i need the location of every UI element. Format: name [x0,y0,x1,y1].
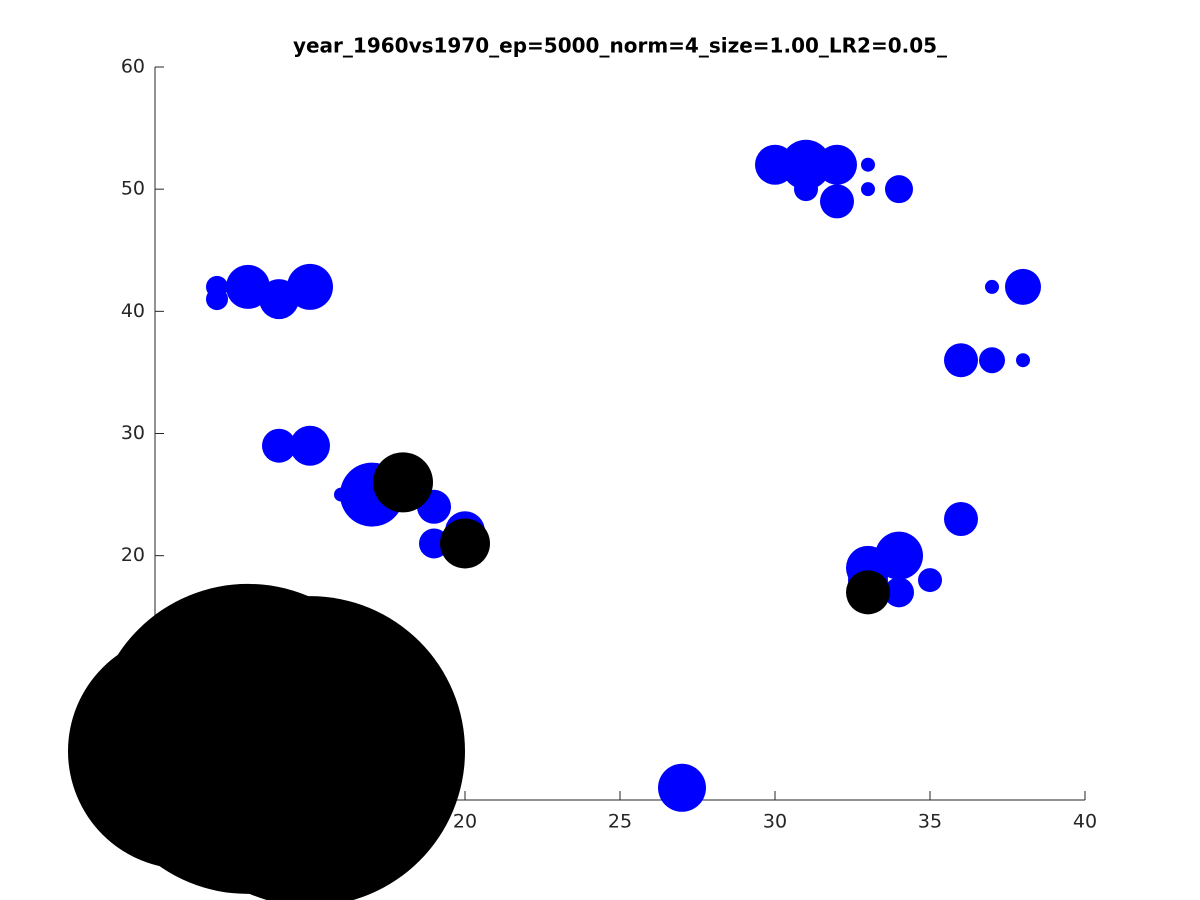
bubble [226,264,270,309]
bubble [875,531,923,580]
bubble [334,487,348,502]
y-tick-label: 40 [121,300,145,322]
bubble [861,182,875,197]
bubble [794,177,818,202]
y-tick-label: 20 [121,544,145,566]
bubble [781,139,831,190]
bubble [68,633,304,870]
bubble [820,184,854,219]
bubble [262,428,296,463]
y-tick-label: 30 [121,422,145,444]
bubble [817,144,857,185]
bubble [658,763,706,812]
bubble [885,175,913,204]
bubble [846,570,890,615]
bubble [985,279,999,294]
x-tick-label: 20 [453,811,477,833]
bubble [979,347,1005,374]
y-tick-label: 60 [121,56,145,78]
chart-title: year_1960vs1970_ep=5000_norm=4_size=1.00… [293,34,947,58]
bubble [1016,353,1030,368]
bubble [206,288,228,311]
bubble [1005,268,1041,305]
bubble [287,263,333,310]
bubble [944,502,978,537]
x-tick-label: 35 [918,811,942,833]
bubble [290,425,330,466]
bubble [884,577,914,608]
x-tick-label: 25 [608,811,632,833]
bubble [440,518,490,569]
bubble [373,452,433,513]
bubble [944,343,978,378]
y-tick-label: 50 [121,178,145,200]
bubble [918,568,942,593]
x-tick-label: 30 [763,811,787,833]
x-tick-label: 40 [1073,811,1097,833]
bubble [861,157,875,172]
